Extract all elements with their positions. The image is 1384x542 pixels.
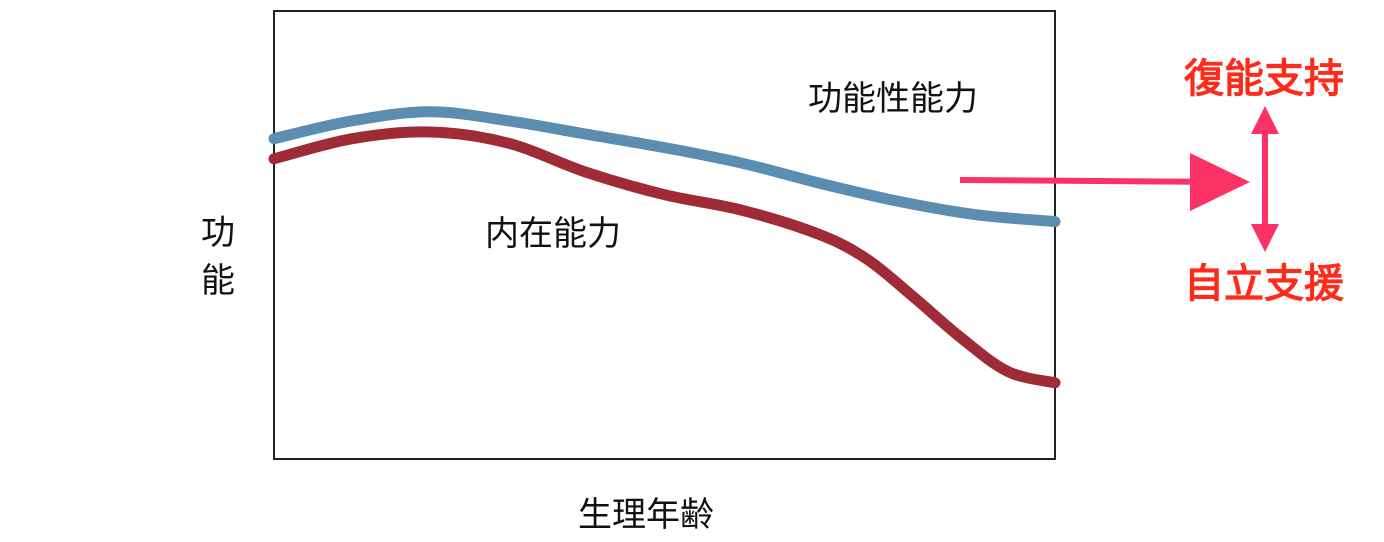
- upper-tag-label: 復能支持: [1183, 56, 1344, 102]
- series-line-functional-ability: [268, 106, 1061, 228]
- down-pink-arrowhead: [1251, 224, 1279, 252]
- series-line-intrinsic-capacity: [268, 126, 1061, 389]
- y-axis-label-char-2: 能: [201, 261, 235, 301]
- series-layer: [268, 106, 1061, 389]
- horizontal-pink-arrowhead: [1190, 153, 1250, 211]
- functional-ability-label: 功能性能力: [808, 79, 978, 119]
- up-pink-arrowhead: [1251, 106, 1279, 134]
- x-axis-label: 生理年齢: [578, 495, 714, 535]
- plot-frame: [273, 10, 1056, 460]
- y-axis-label-char-1: 功: [201, 213, 235, 253]
- lower-tag-label: 自立支援: [1184, 261, 1345, 307]
- intrinsic-capacity-label: 内在能力: [485, 214, 621, 254]
